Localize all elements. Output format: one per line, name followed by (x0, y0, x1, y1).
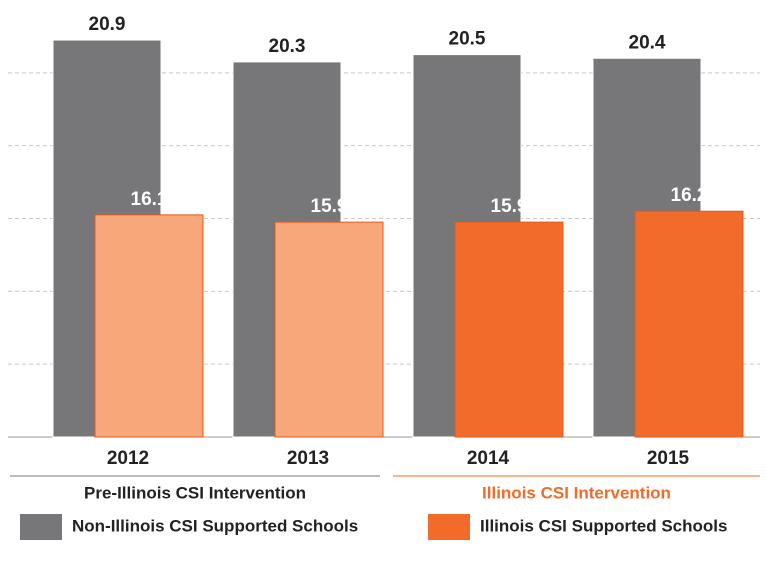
x-tick-label: 2012 (107, 448, 149, 469)
value-label: 20.5 (449, 29, 486, 50)
value-label: 20.4 (629, 32, 666, 53)
legend-label: Illinois CSI Supported Schools (480, 516, 727, 535)
legend-label: Non-Illinois CSI Supported Schools (72, 516, 358, 535)
value-label: 20.9 (89, 14, 126, 35)
bar (94, 214, 204, 438)
value-label: 15.9 (311, 196, 348, 217)
legend-swatch (428, 514, 470, 540)
bar (274, 221, 384, 438)
value-label: 15.9 (491, 196, 528, 217)
bar (454, 221, 564, 438)
value-label: 16.1 (131, 189, 168, 210)
group-label: Pre-Illinois CSI Intervention (84, 483, 306, 502)
x-tick-label: 2015 (647, 448, 690, 469)
value-label: 16.2 (671, 185, 708, 206)
x-tick-label: 2013 (287, 448, 329, 469)
bar (634, 210, 744, 438)
x-tick-label: 2014 (467, 448, 510, 469)
legend-swatch (20, 514, 62, 540)
value-label: 20.3 (269, 36, 306, 57)
group-label: Illinois CSI Intervention (482, 483, 671, 502)
